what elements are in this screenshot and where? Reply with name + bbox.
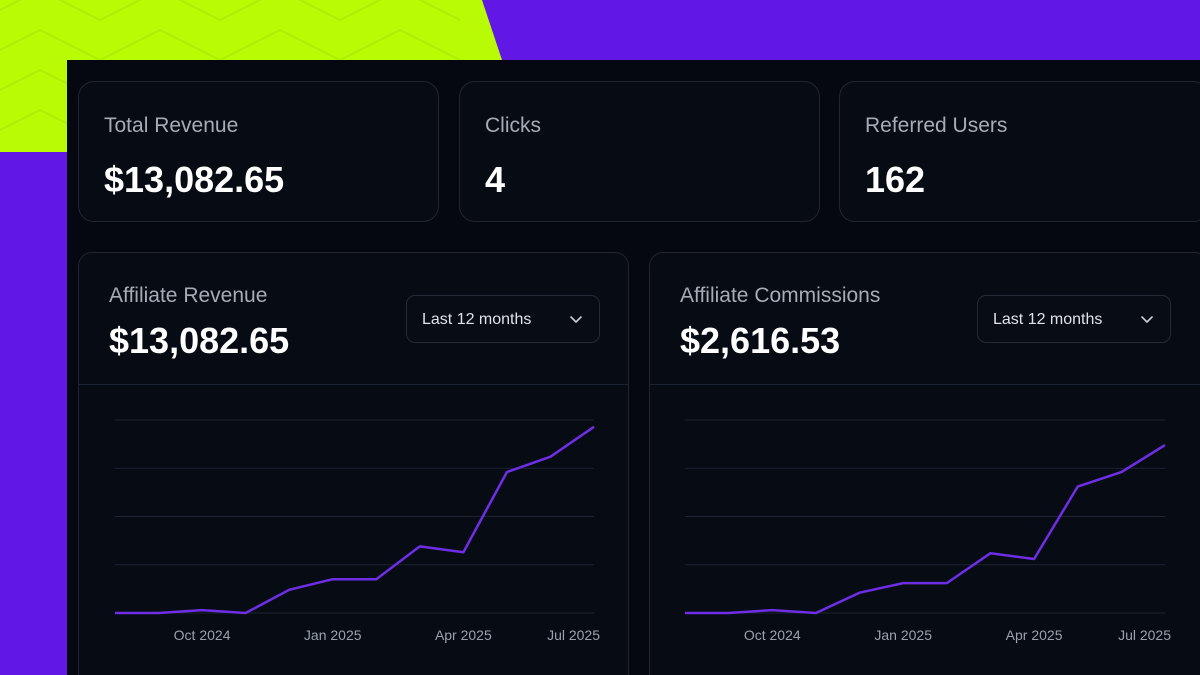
stat-label: Clicks <box>485 114 541 137</box>
period-select-label: Last 12 months <box>993 311 1103 328</box>
period-select-label: Last 12 months <box>422 311 532 328</box>
card-title: Affiliate Revenue <box>109 284 268 307</box>
chart-tick-label: Oct 2024 <box>744 627 801 643</box>
card-divider <box>650 384 1200 385</box>
card-title: Affiliate Commissions <box>680 284 881 307</box>
stat-card-referred-users: Referred Users 162 <box>839 81 1200 222</box>
chart-series-line <box>685 444 1166 615</box>
chart-series-line <box>115 425 595 615</box>
stat-value: $13,082.65 <box>104 159 285 200</box>
chart-tick-label: Jul 2025 <box>1118 627 1171 643</box>
stat-value: 4 <box>485 159 506 200</box>
stat-card-clicks: Clicks 4 <box>459 81 820 222</box>
affiliate-revenue-card: Affiliate Revenue $13,082.65 Last 12 mon… <box>78 252 629 675</box>
chart-tick-label: Oct 2024 <box>174 627 231 643</box>
stat-label: Total Revenue <box>104 114 239 137</box>
affiliate-commissions-card: Affiliate Commissions $2,616.53 Last 12 … <box>649 252 1200 675</box>
stat-card-total-revenue: Total Revenue $13,082.65 <box>78 81 439 222</box>
period-select[interactable]: Last 12 months <box>406 295 600 343</box>
affiliate-commissions-chart: Oct 2024 Jan 2025 Apr 2025 Jul 2025 <box>685 419 1171 643</box>
chart-tick-label: Apr 2025 <box>435 627 492 643</box>
chart-tick-label: Jan 2025 <box>874 627 932 643</box>
chart-tick-label: Apr 2025 <box>1006 627 1063 643</box>
stat-label: Referred Users <box>865 114 1008 137</box>
affiliate-revenue-chart: Oct 2024 Jan 2025 Apr 2025 Jul 2025 <box>115 419 600 643</box>
stat-value: 162 <box>865 159 926 200</box>
chevron-down-icon <box>570 316 582 323</box>
chart-tick-label: Jan 2025 <box>304 627 362 643</box>
card-divider <box>79 384 628 385</box>
dashboard-panel: Total Revenue $13,082.65 Clicks 4 Referr… <box>67 60 1200 675</box>
chart-tick-label: Jul 2025 <box>547 627 600 643</box>
card-value: $2,616.53 <box>680 320 841 361</box>
period-select[interactable]: Last 12 months <box>977 295 1171 343</box>
card-value: $13,082.65 <box>109 320 290 361</box>
chevron-down-icon <box>1141 316 1153 323</box>
